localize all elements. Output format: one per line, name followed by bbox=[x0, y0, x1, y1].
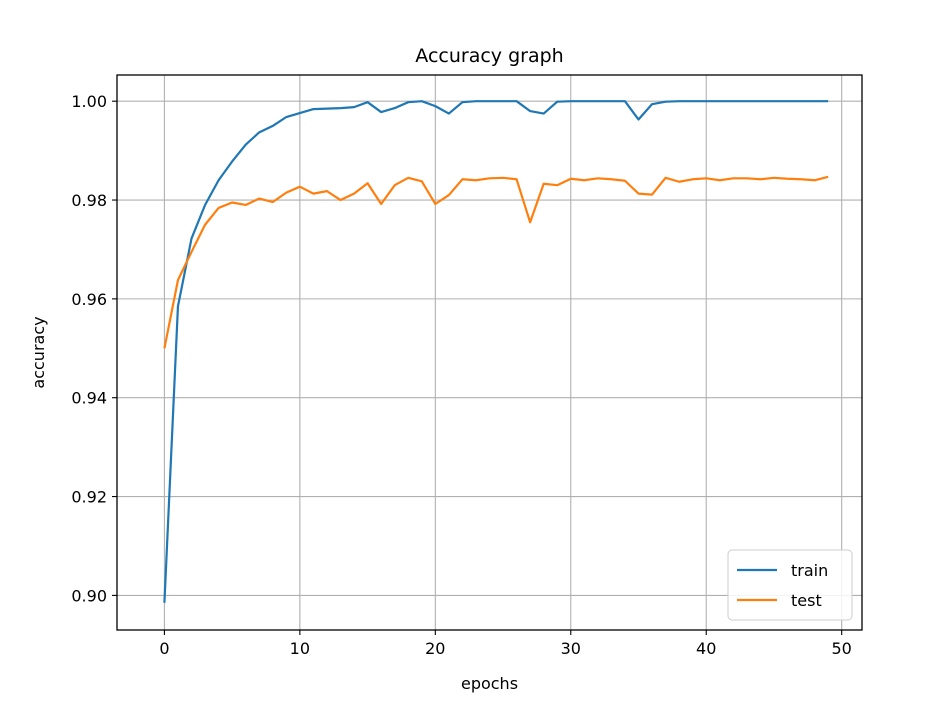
legend-label-test: test bbox=[791, 591, 822, 610]
series-line-test bbox=[163, 175, 829, 349]
y-tick-label: 0.96 bbox=[71, 290, 107, 309]
grid bbox=[117, 75, 862, 630]
y-tick-label: 0.94 bbox=[71, 389, 107, 408]
x-tick-label: 10 bbox=[290, 639, 310, 658]
series-line-train bbox=[163, 100, 829, 603]
x-tick-label: 40 bbox=[696, 639, 716, 658]
y-tick-label: 0.98 bbox=[71, 191, 107, 210]
legend-box bbox=[727, 549, 853, 621]
legend-label-train: train bbox=[791, 561, 828, 580]
y-tick-label: 0.90 bbox=[71, 586, 107, 605]
y-tick-label: 0.92 bbox=[71, 488, 107, 507]
legend: train test bbox=[727, 549, 853, 621]
ticks: 0 10 20 30 40 50 0.90 0.92 0.94 0.96 0.98 1.00 bbox=[71, 92, 851, 658]
x-tick-label: 30 bbox=[561, 639, 581, 658]
plot-frame bbox=[116, 74, 863, 631]
y-axis-label: accuracy bbox=[29, 316, 48, 388]
x-tick-label: 50 bbox=[832, 639, 852, 658]
x-tick-label: 0 bbox=[159, 639, 169, 658]
chart-title: Accuracy graph bbox=[415, 45, 563, 67]
series-lines bbox=[163, 100, 829, 603]
y-tick-label: 1.00 bbox=[71, 92, 107, 111]
x-axis-label: epochs bbox=[461, 674, 518, 693]
x-tick-label: 20 bbox=[425, 639, 445, 658]
